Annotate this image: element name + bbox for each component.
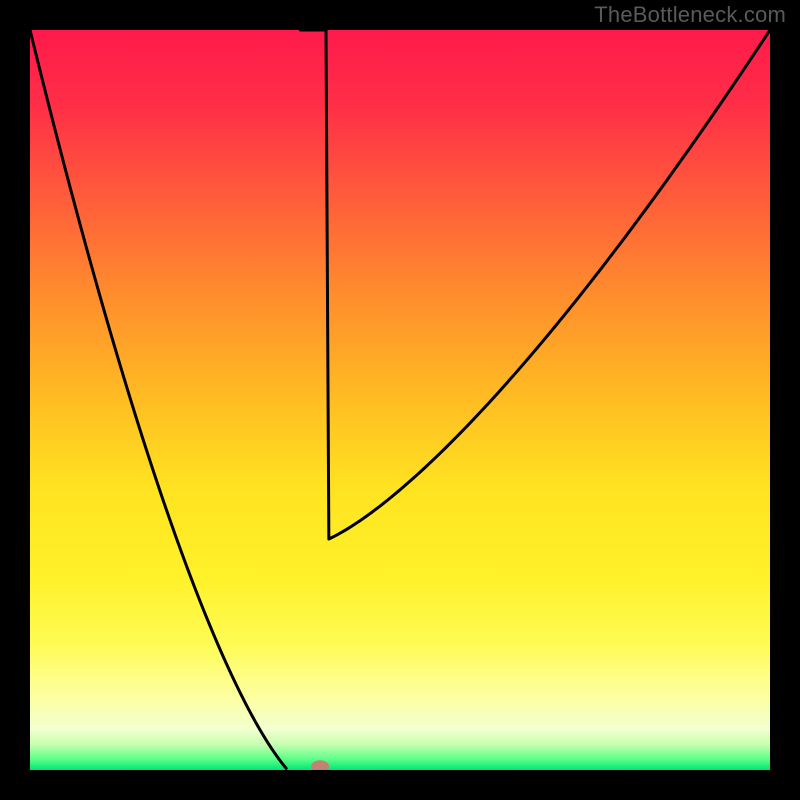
plot-svg [30,30,770,770]
plot-area [30,30,770,770]
watermark-text: TheBottleneck.com [594,2,786,28]
chart-frame: TheBottleneck.com [0,0,800,800]
gradient-background [30,30,770,770]
